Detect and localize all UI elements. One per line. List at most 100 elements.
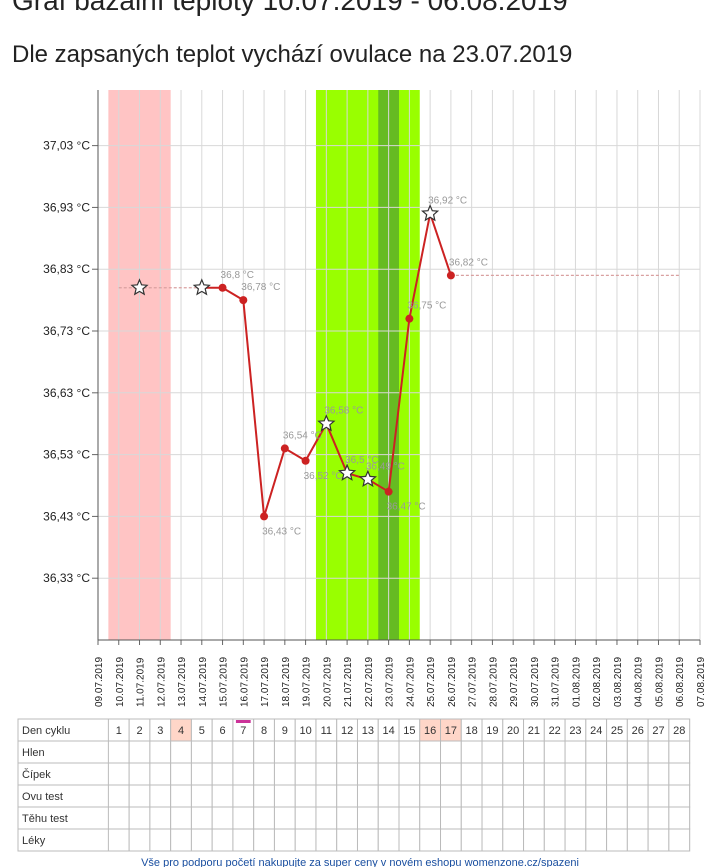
table-cell xyxy=(398,828,421,852)
table-cell xyxy=(398,762,421,786)
table-cell xyxy=(398,740,421,764)
value-label: 36,54 °C xyxy=(283,430,322,441)
cycle-day: 24 xyxy=(590,725,602,737)
table-cell xyxy=(211,784,234,808)
point-marker xyxy=(260,512,269,521)
x-tick-label: 12.07.2019 xyxy=(156,657,167,707)
table-cell xyxy=(356,762,379,786)
table-cell xyxy=(273,828,296,852)
x-tick-label: 22.07.2019 xyxy=(364,657,375,707)
star-marker xyxy=(317,414,336,432)
cycle-day: 2 xyxy=(136,725,142,737)
table-cell xyxy=(294,806,317,830)
table-cell xyxy=(626,828,649,852)
value-label: 36,52 °C xyxy=(304,471,343,482)
value-label: 36,78 °C xyxy=(241,282,280,293)
table-cell xyxy=(253,828,275,852)
table-cell xyxy=(253,806,275,830)
table-cell xyxy=(606,762,628,786)
table-cell xyxy=(190,828,213,852)
cycle-day: 28 xyxy=(673,725,685,737)
table-cell xyxy=(128,740,151,764)
table-cell xyxy=(564,828,587,852)
value-label: 36,92 °C xyxy=(428,196,467,207)
point-marker xyxy=(301,456,310,465)
table-cell xyxy=(107,806,130,830)
table-cell xyxy=(543,784,566,808)
value-label: 36,49 °C xyxy=(366,461,405,472)
table-cell xyxy=(336,762,358,786)
table-cell xyxy=(647,828,670,852)
x-tick-label: 04.08.2019 xyxy=(634,657,645,707)
table-cell xyxy=(440,762,462,786)
table-cell xyxy=(315,828,338,852)
table-cell xyxy=(647,740,670,764)
table-cell xyxy=(232,762,255,786)
y-tick-label: 36,93 °C xyxy=(43,200,90,214)
table-cell xyxy=(419,806,442,830)
table-cell xyxy=(626,806,649,830)
x-tick-label: 03.08.2019 xyxy=(613,657,624,707)
table-cell xyxy=(523,740,545,764)
x-tick-label: 15.07.2019 xyxy=(219,657,230,707)
table-cell xyxy=(647,784,670,808)
table-cell xyxy=(315,784,338,808)
y-tick-label: 36,33 °C xyxy=(43,571,90,585)
table-cell xyxy=(502,806,525,830)
x-tick-label: 31.07.2019 xyxy=(551,657,562,707)
table-cell xyxy=(170,784,192,808)
table-cell xyxy=(107,828,130,852)
table-cell xyxy=(170,828,192,852)
x-tick-label: 06.08.2019 xyxy=(675,657,686,707)
table-cell xyxy=(419,784,442,808)
cycle-day: 20 xyxy=(507,725,519,737)
table-cell xyxy=(336,828,358,852)
point-marker xyxy=(239,296,248,305)
table-cell xyxy=(356,806,379,830)
table-cell xyxy=(668,784,691,808)
table-cell xyxy=(398,806,421,830)
table-cell xyxy=(211,762,234,786)
point-marker xyxy=(405,314,414,323)
table-cell xyxy=(585,828,608,852)
table-cell xyxy=(668,740,691,764)
table-cell xyxy=(232,784,255,808)
x-tick-label: 02.08.2019 xyxy=(592,657,603,707)
cycle-day: 7 xyxy=(240,725,246,737)
table-cell xyxy=(170,806,192,830)
table-cell xyxy=(149,806,172,830)
x-tick-label: 18.07.2019 xyxy=(281,657,292,707)
table-cell xyxy=(315,806,338,830)
star-marker xyxy=(358,469,377,488)
table-cell xyxy=(128,784,151,808)
table-cell xyxy=(273,740,296,764)
cycle-day: 27 xyxy=(652,725,664,737)
row-label: Léky xyxy=(22,835,46,847)
table-cell xyxy=(253,762,275,786)
x-tick-label: 01.08.2019 xyxy=(571,657,582,707)
cycle-day: 19 xyxy=(486,725,498,737)
y-tick-label: 36,43 °C xyxy=(43,509,90,523)
table-cell xyxy=(460,828,483,852)
table-cell xyxy=(626,784,649,808)
table-cell xyxy=(419,828,442,852)
star-marker xyxy=(421,204,440,222)
y-tick-label: 36,83 °C xyxy=(43,262,90,276)
cycle-day: 10 xyxy=(299,725,311,737)
footer-link[interactable]: Vše pro podporu početí nakupujte za supe… xyxy=(141,857,579,867)
table-cell xyxy=(481,762,504,786)
y-tick-label: 37,03 °C xyxy=(43,139,90,153)
table-cell xyxy=(377,828,400,852)
table-cell xyxy=(460,740,483,764)
table-cell xyxy=(149,828,172,852)
table-cell xyxy=(336,784,358,808)
table-cell xyxy=(481,784,504,808)
table-cell xyxy=(273,806,296,830)
value-label: 36,82 °C xyxy=(449,257,488,268)
table-cell xyxy=(190,784,213,808)
value-label: 36,43 °C xyxy=(262,526,301,537)
table-cell xyxy=(149,740,172,764)
table-cell xyxy=(502,740,525,764)
table-cell xyxy=(211,740,234,764)
